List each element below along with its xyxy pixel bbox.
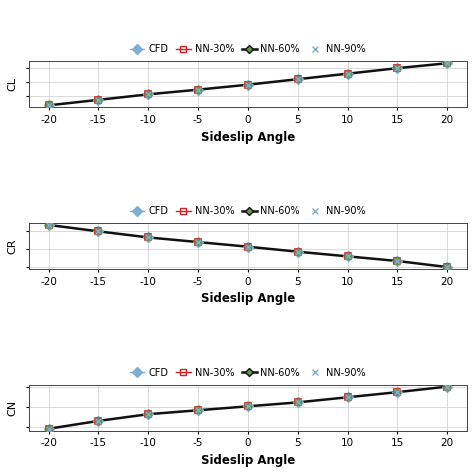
Legend: CFD, NN-30%, NN-60%, NN-90%: CFD, NN-30%, NN-60%, NN-90% [126, 364, 370, 382]
Y-axis label: CR: CR [7, 238, 17, 254]
X-axis label: Sideslip Angle: Sideslip Angle [201, 454, 295, 467]
Y-axis label: CL: CL [7, 77, 17, 91]
X-axis label: Sideslip Angle: Sideslip Angle [201, 292, 295, 305]
Legend: CFD, NN-30%, NN-60%, NN-90%: CFD, NN-30%, NN-60%, NN-90% [126, 40, 370, 58]
X-axis label: Sideslip Angle: Sideslip Angle [201, 131, 295, 144]
Y-axis label: CN: CN [7, 400, 17, 416]
Legend: CFD, NN-30%, NN-60%, NN-90%: CFD, NN-30%, NN-60%, NN-90% [126, 202, 370, 220]
